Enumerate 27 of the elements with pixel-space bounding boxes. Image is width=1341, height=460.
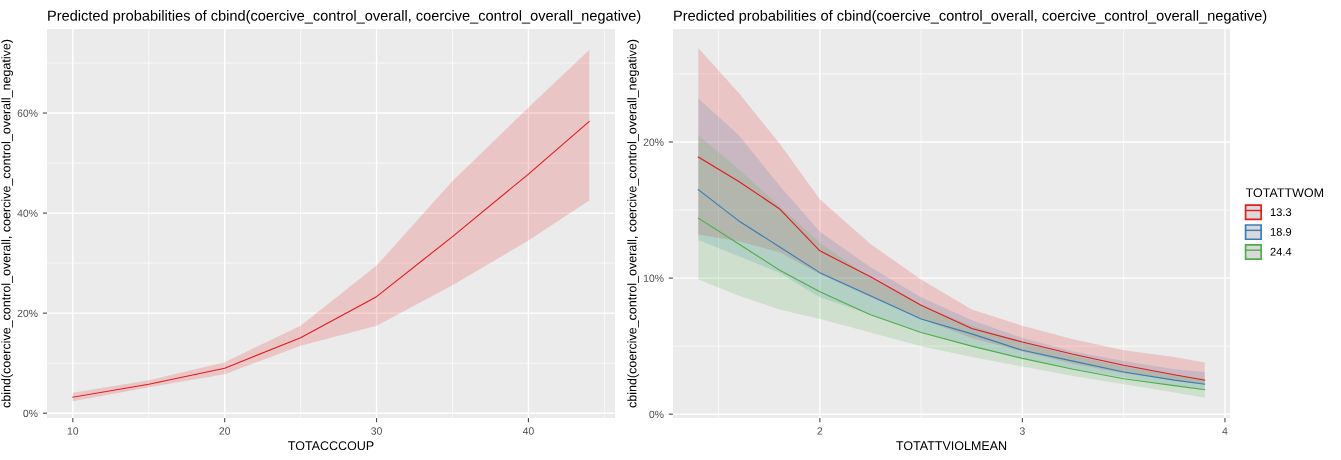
- y-tick-label: 0%: [23, 409, 38, 418]
- legend-label: 24.4: [1270, 247, 1292, 256]
- y-tick-label: 10%: [643, 274, 664, 282]
- y-axis-title: cbind(coercive_control_overall, coercive_control_overall_negative): [1, 39, 13, 408]
- x-tick-label: 2: [817, 427, 823, 435]
- x-tick-label: 20: [219, 427, 231, 435]
- legend-label: 18.9: [1270, 227, 1292, 236]
- x-tick-label: 10: [67, 427, 79, 435]
- y-axis-title: cbind(coercive_control_overall, coercive_control_overall_negative): [627, 39, 639, 408]
- x-tick-label: 30: [371, 427, 382, 435]
- y-tick-label: 20%: [17, 309, 38, 318]
- chart-title: Predicted probabilities of cbind(coercive_control_overall, coercive_control_overall_negative): [674, 10, 1267, 24]
- line-series: [697, 189, 1206, 385]
- x-axis-title: TOTATTVIOLMEAN: [896, 441, 1007, 451]
- line-series: [697, 217, 1206, 391]
- y-tick-label: 40%: [17, 209, 38, 217]
- y-tick-label: 0%: [649, 410, 664, 419]
- y-tick-label: 20%: [643, 138, 664, 146]
- line-series: [72, 120, 590, 398]
- x-tick-label: 3: [1019, 427, 1025, 435]
- x-tick-label: 40: [522, 427, 534, 435]
- legend-title: TOTATTWOM: [1245, 188, 1324, 198]
- y-tick-label: 60%: [17, 109, 38, 117]
- legend-label: 13.3: [1270, 208, 1292, 217]
- x-tick-label: 4: [1222, 427, 1228, 435]
- chart-title: Predicted probabilities of cbind(coercive_control_overall, coercive_control_overall_negative): [48, 10, 641, 24]
- x-axis-title: TOTACCCOUP: [288, 441, 374, 451]
